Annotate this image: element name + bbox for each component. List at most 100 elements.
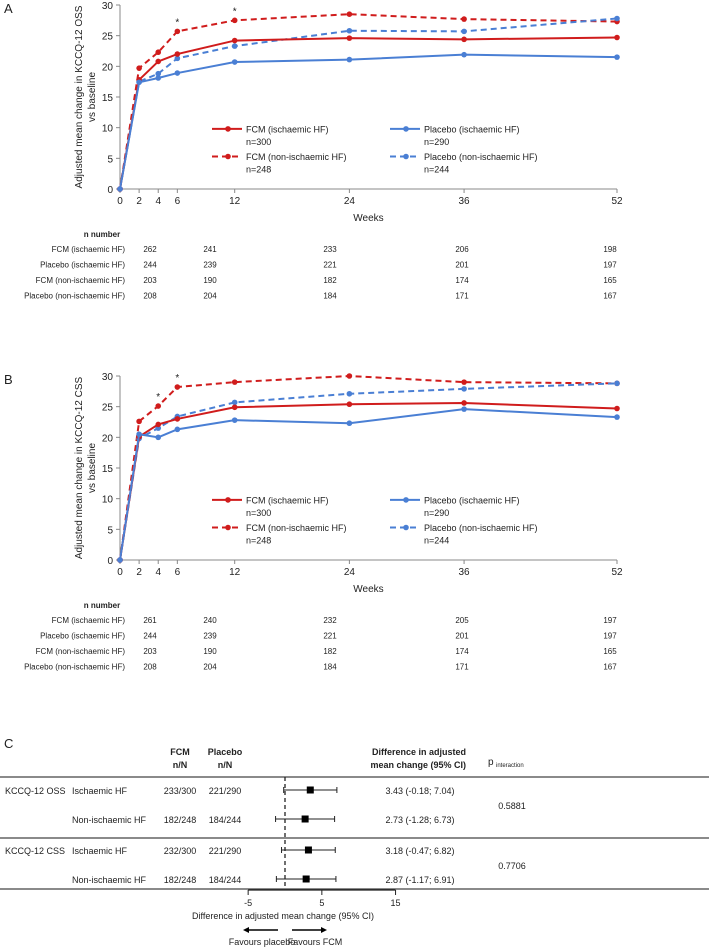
legend-n: n=248: [246, 535, 271, 545]
n-table-cell: 241: [203, 245, 217, 254]
y-tick-label: 20: [102, 62, 114, 73]
y-tick-label: 0: [107, 556, 113, 567]
y-tick-label: 15: [102, 464, 114, 475]
n-table-cell: 206: [455, 245, 469, 254]
legend-n: n=244: [424, 535, 449, 545]
n-table-cell: 204: [203, 663, 217, 672]
data-point: [155, 434, 162, 441]
data-point: [174, 55, 181, 62]
data-point: [174, 384, 181, 390]
data-point: [346, 373, 353, 379]
n-table-cell: 240: [203, 616, 217, 625]
placebo-n: 221/290: [209, 846, 242, 856]
x-tick-label: 36: [459, 567, 471, 578]
n-table-row-label: Placebo (non-ischaemic HF): [24, 663, 125, 672]
point-estimate: [304, 846, 312, 854]
y-tick-label: 25: [102, 32, 114, 43]
series-line: [119, 382, 618, 561]
data-point: [136, 79, 142, 86]
data-point: [174, 426, 181, 433]
data-point: [614, 405, 620, 412]
group-label: KCCQ-12 CSS: [5, 846, 65, 856]
y-tick-label: 5: [107, 525, 113, 536]
arrow-right-head: [321, 927, 327, 933]
header-placebo-sub: n/N: [218, 760, 233, 770]
data-point: [461, 36, 467, 43]
n-table-row-label: FCM (non-ischaemic HF): [36, 647, 126, 656]
data-point: [155, 58, 162, 65]
n-table-cell: 244: [143, 261, 157, 270]
data-point: [117, 557, 123, 563]
data-point: [174, 70, 181, 76]
favours-fcm-label: Favours FCM: [288, 937, 343, 947]
ci-text: 2.87 (-1.17; 6.91): [385, 875, 454, 885]
placebo-n: 184/244: [209, 875, 242, 885]
y-tick-label: 25: [102, 403, 114, 414]
n-table-cell: 203: [143, 276, 157, 285]
panel-label: C: [4, 736, 13, 751]
x-tick-label: 12: [229, 567, 241, 578]
n-table-cell: 165: [603, 276, 617, 285]
data-point: [614, 414, 620, 420]
data-point: [231, 379, 238, 385]
significance-asterisk: *: [156, 392, 160, 403]
data-point: [346, 420, 353, 427]
x-axis-title: Difference in adjusted mean change (95% …: [192, 911, 374, 921]
significance-asterisk: *: [175, 373, 179, 384]
data-point: [155, 403, 162, 409]
x-tick-label: 6: [175, 196, 181, 207]
x-tick-label: 36: [459, 196, 471, 207]
n-table-title: n number: [84, 601, 120, 610]
x-tick-label: 24: [344, 196, 356, 207]
panel-label: A: [4, 1, 13, 16]
series-line: [119, 53, 618, 190]
y-axis-title: Adjusted mean change in KCCQ-12 OSS: [74, 5, 85, 188]
subgroup-label: Ischaemic HF: [72, 846, 128, 856]
y-axis-title: vs baseline: [87, 72, 98, 122]
legend-marker: [225, 497, 231, 503]
x-tick-label: 24: [344, 567, 356, 578]
data-point: [155, 49, 162, 56]
ci-text: 3.43 (-0.18; 7.04): [385, 786, 454, 796]
n-table-cell: 239: [203, 632, 217, 641]
n-table-title: n number: [84, 230, 120, 239]
n-table-cell: 182: [323, 276, 337, 285]
header-p-subscript: interaction: [496, 763, 524, 769]
data-point: [461, 16, 467, 22]
x-tick-label: 52: [611, 567, 623, 578]
data-point: [461, 51, 467, 58]
n-table-cell: 205: [455, 616, 469, 625]
data-point: [614, 380, 620, 387]
data-point: [461, 28, 467, 35]
x-tick-label: 0: [117, 196, 123, 207]
data-point: [155, 421, 162, 428]
subgroup-label: Ischaemic HF: [72, 786, 128, 796]
y-tick-label: 20: [102, 433, 114, 444]
n-table-cell: 197: [603, 616, 617, 625]
legend-n: n=248: [246, 164, 271, 174]
data-point: [155, 70, 162, 77]
data-point: [174, 28, 181, 35]
header-fcm-sub: n/N: [173, 760, 188, 770]
data-point: [461, 379, 467, 385]
data-point: [346, 401, 353, 408]
n-table-cell: 167: [603, 292, 617, 301]
x-axis-title: Weeks: [353, 213, 383, 224]
n-table-cell: 262: [143, 245, 157, 254]
n-table-cell: 204: [203, 292, 217, 301]
data-point: [346, 390, 353, 397]
n-table-cell: 221: [323, 261, 337, 270]
data-point: [174, 51, 181, 57]
p-interaction: 0.5881: [498, 801, 526, 811]
n-table-row-label: Placebo (ischaemic HF): [40, 261, 125, 270]
data-point: [231, 43, 238, 49]
x-tick-label: 12: [229, 196, 241, 207]
arrow-left-head: [243, 927, 249, 933]
legend-label: Placebo (ischaemic HF): [424, 124, 520, 134]
header-diff-sub: mean change (95% CI): [370, 760, 466, 770]
x-tick-label: 15: [391, 898, 401, 908]
n-table-cell: 184: [323, 663, 337, 672]
